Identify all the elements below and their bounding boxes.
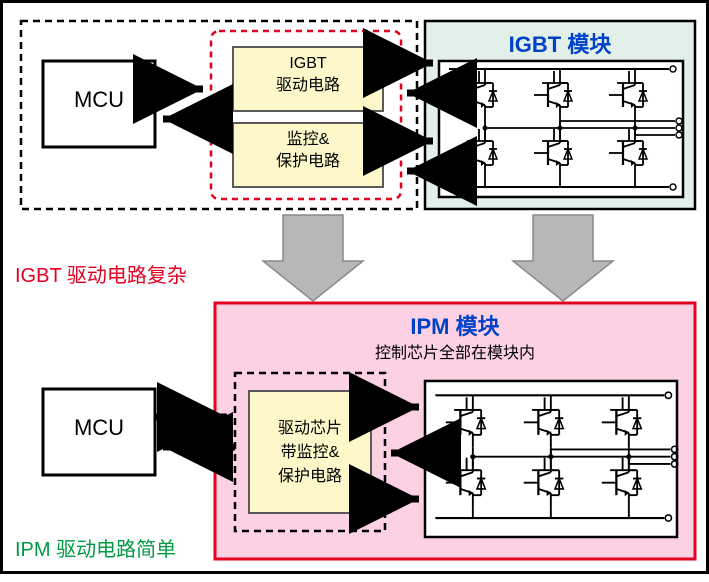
monitor-protect-label: 监控& 保护电路 (233, 129, 383, 172)
diagram-canvas: IGBT 模块 MCU IGBT 驱动电路 监控& 保护电路 IPM 模块 控制… (0, 0, 709, 574)
driver-chip-line3: 保护电路 (249, 465, 371, 489)
driver-chip-line1: 驱动芯片 (249, 417, 371, 441)
monitor-line1: 监控& (233, 129, 383, 151)
mcu-bottom-label: MCU (43, 415, 155, 441)
monitor-line2: 保护电路 (233, 151, 383, 173)
big-arrow-left (263, 215, 363, 301)
igbt-driver-label: IGBT 驱动电路 (233, 53, 383, 96)
big-arrow-right (513, 215, 613, 301)
ipm-title: IPM 模块 (215, 309, 695, 341)
caption-ipm: IPM 驱动电路简单 (15, 533, 176, 562)
caption-igbt: IGBT 驱动电路复杂 (15, 259, 187, 288)
igbt-title: IGBT 模块 (425, 27, 695, 59)
driver-chip-label: 驱动芯片 带监控& 保护电路 (249, 417, 371, 489)
driver-chip-line2: 带监控& (249, 441, 371, 465)
igbt-driver-line1: IGBT (233, 53, 383, 75)
ipm-subtitle: 控制芯片全部在模块内 (215, 339, 695, 363)
mcu-top-label: MCU (43, 87, 155, 113)
igbt-driver-line2: 驱动电路 (233, 75, 383, 97)
